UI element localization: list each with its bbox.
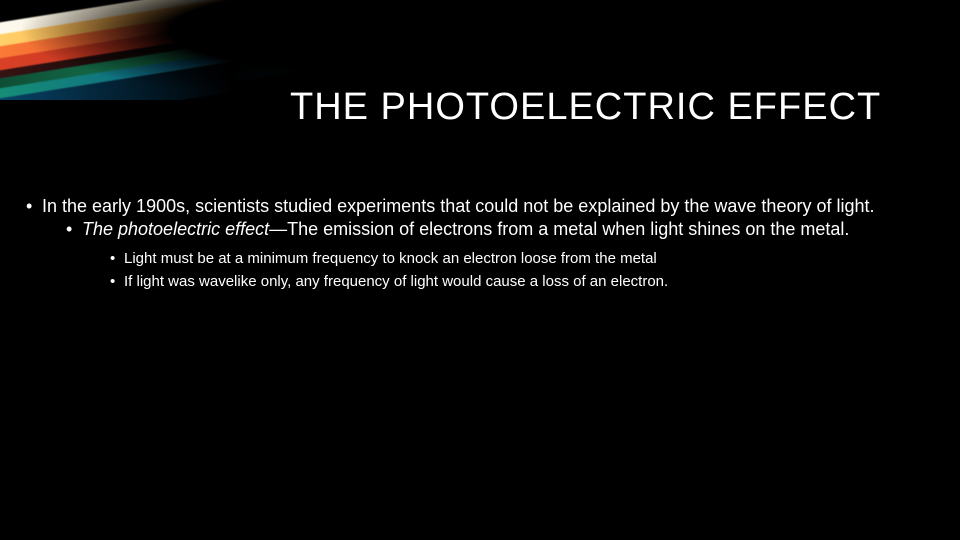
gradient-fade-mask (0, 0, 400, 100)
slide-body: In the early 1900s, scientists studied e… (24, 195, 936, 322)
bullet-text: —The emission of electrons from a metal … (269, 219, 849, 239)
bullet-level2: The photoelectric effect—The emission of… (64, 218, 936, 292)
slide-title: THE PHOTOELECTRIC EFFECT (290, 86, 881, 129)
gradient-band (0, 0, 400, 88)
bullet-text: If light was wavelike only, any frequenc… (124, 273, 668, 290)
bullet-level3: If light was wavelike only, any frequenc… (108, 273, 936, 292)
decorative-gradient (0, 0, 400, 100)
bullet-term-italic: The photoelectric effect (82, 219, 269, 239)
bullet-text: Light must be at a minimum frequency to … (124, 250, 657, 267)
gradient-band (0, 0, 400, 64)
bullet-text: In the early 1900s, scientists studied e… (42, 196, 875, 216)
bullet-level3: Light must be at a minimum frequency to … (108, 250, 936, 269)
bullet-level1: In the early 1900s, scientists studied e… (24, 195, 936, 292)
gradient-band (0, 0, 400, 100)
gradient-band (0, 0, 400, 76)
